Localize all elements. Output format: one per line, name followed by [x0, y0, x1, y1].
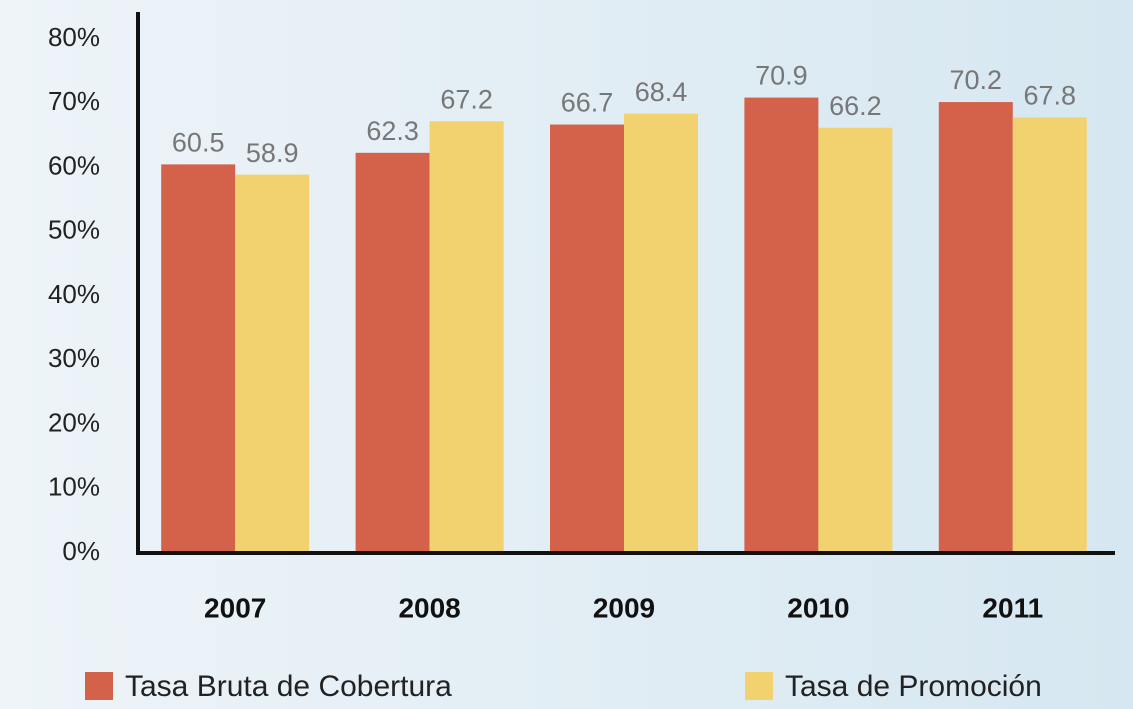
data-label: 60.5: [172, 128, 225, 158]
data-label: 58.9: [246, 138, 299, 168]
legend-swatch: [85, 672, 113, 700]
data-label: 62.3: [366, 116, 419, 146]
x-tick-label: 2008: [398, 592, 460, 623]
y-tick-label: 70%: [48, 86, 100, 116]
bar: [235, 174, 310, 553]
x-tick-label: 2009: [593, 592, 655, 623]
bar: [744, 97, 819, 553]
data-label: 70.2: [950, 65, 1003, 95]
y-tick-label: 0%: [62, 536, 100, 566]
bar: [550, 124, 624, 553]
legend-swatch: [745, 672, 773, 700]
y-tick-label: 10%: [48, 472, 100, 502]
x-tick-label: 2011: [982, 592, 1043, 623]
data-label: 67.8: [1024, 81, 1077, 111]
legend-label: Tasa de Promoción: [785, 670, 1042, 703]
bar: [1012, 117, 1087, 553]
y-tick-label: 20%: [48, 407, 100, 437]
bar: [161, 164, 236, 553]
y-tick-label: 30%: [48, 343, 100, 373]
y-tick-label: 50%: [48, 215, 100, 245]
data-label: 70.9: [755, 61, 808, 91]
y-tick-label: 60%: [48, 150, 100, 180]
bar: [938, 102, 1013, 553]
x-tick-label: 2007: [204, 592, 266, 623]
data-label: 67.2: [440, 84, 493, 114]
data-label: 66.2: [829, 91, 882, 121]
x-tick-label: 2010: [787, 592, 849, 623]
bar: [355, 152, 430, 553]
legend-label: Tasa Bruta de Cobertura: [125, 670, 452, 703]
data-label: 68.4: [635, 77, 688, 107]
bar: [429, 121, 504, 554]
bar: [818, 127, 893, 553]
bar: [624, 113, 698, 553]
data-label: 66.7: [561, 88, 614, 118]
y-tick-label: 40%: [48, 279, 100, 309]
y-tick-label: 80%: [48, 22, 100, 52]
